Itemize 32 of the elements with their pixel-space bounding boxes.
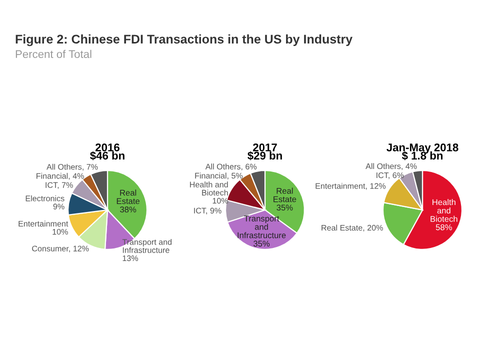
slice-label: Real Estate [116,190,140,204]
slice-label: ICT, 7% [46,182,73,189]
slice-label: Health and Biotech [430,199,458,222]
text: Percent of Total [16,50,92,58]
slice-label: Entertainment, 12% [316,182,386,190]
data-label: 35% [276,204,293,211]
slice-label: All Others, 7% [46,164,98,171]
data-label: 58% [436,224,452,230]
slice-label: Electronics [26,195,64,202]
slice-label: ICT, 9% [194,208,222,214]
slice-label: All Others, 4% [366,163,417,170]
data-label: 13% [122,255,138,262]
data-label: 10% [212,198,228,204]
slice-label: Real Estate, 20% [322,224,383,232]
slice-label: Financial, 4% [36,172,84,180]
data-label: 35% [254,240,270,247]
slice-label: Financial, 5% [195,172,243,180]
slice-label: Entertainment [18,220,68,227]
slice-label: Transport and Infrastructure [238,216,286,238]
slice-label: Consumer, 12% [32,246,89,252]
data-label: 38% [120,206,136,212]
slice-label: Health and Biotech [190,182,228,196]
chart-subtitle: $29 bn [248,151,282,160]
chart-title: 2016 [96,143,120,152]
data-label: 10% [52,228,68,235]
data-label: 9% [53,204,64,210]
chart-title: 2017 [253,143,277,152]
slice-label: All Others, 6% [205,164,257,170]
chart-subtitle: $46 bn [90,151,124,160]
caption: Figure 2: Chinese FDI Transactions in the US by Industry [16,34,352,46]
slice-label: ICT, 6% [376,172,404,180]
slice-label: Real Estate [274,188,296,202]
